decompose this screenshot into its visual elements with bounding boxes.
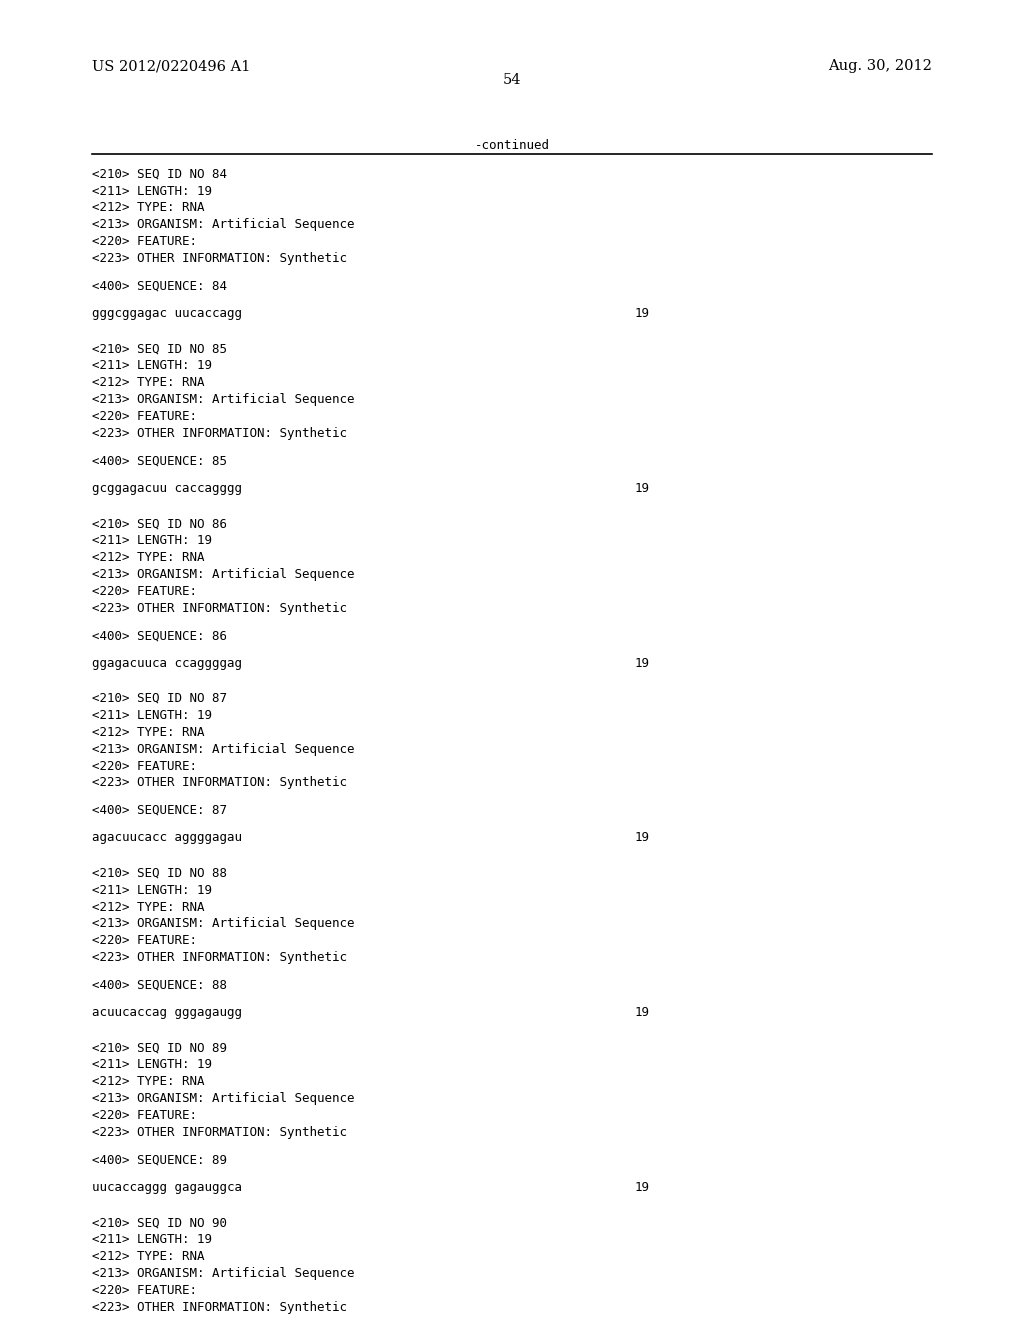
Text: <220> FEATURE:: <220> FEATURE: <box>92 585 198 598</box>
Text: <212> TYPE: RNA: <212> TYPE: RNA <box>92 1076 205 1088</box>
Text: <212> TYPE: RNA: <212> TYPE: RNA <box>92 1250 205 1263</box>
Text: <211> LENGTH: 19: <211> LENGTH: 19 <box>92 535 212 546</box>
Text: <213> ORGANISM: Artificial Sequence: <213> ORGANISM: Artificial Sequence <box>92 393 354 407</box>
Text: <400> SEQUENCE: 84: <400> SEQUENCE: 84 <box>92 280 227 293</box>
Text: <223> OTHER INFORMATION: Synthetic: <223> OTHER INFORMATION: Synthetic <box>92 602 347 615</box>
Text: agacuucacc aggggagau: agacuucacc aggggagau <box>92 832 242 845</box>
Text: <211> LENGTH: 19: <211> LENGTH: 19 <box>92 709 212 722</box>
Text: <400> SEQUENCE: 87: <400> SEQUENCE: 87 <box>92 804 227 817</box>
Text: <220> FEATURE:: <220> FEATURE: <box>92 1284 198 1296</box>
Text: <213> ORGANISM: Artificial Sequence: <213> ORGANISM: Artificial Sequence <box>92 1267 354 1280</box>
Text: <400> SEQUENCE: 85: <400> SEQUENCE: 85 <box>92 454 227 467</box>
Text: 19: 19 <box>635 1006 650 1019</box>
Text: <212> TYPE: RNA: <212> TYPE: RNA <box>92 900 205 913</box>
Text: <212> TYPE: RNA: <212> TYPE: RNA <box>92 726 205 739</box>
Text: <210> SEQ ID NO 87: <210> SEQ ID NO 87 <box>92 692 227 705</box>
Text: <213> ORGANISM: Artificial Sequence: <213> ORGANISM: Artificial Sequence <box>92 218 354 231</box>
Text: <213> ORGANISM: Artificial Sequence: <213> ORGANISM: Artificial Sequence <box>92 917 354 931</box>
Text: <213> ORGANISM: Artificial Sequence: <213> ORGANISM: Artificial Sequence <box>92 568 354 581</box>
Text: 19: 19 <box>635 656 650 669</box>
Text: <220> FEATURE:: <220> FEATURE: <box>92 935 198 948</box>
Text: 19: 19 <box>635 308 650 319</box>
Text: acuucaccag gggagaugg: acuucaccag gggagaugg <box>92 1006 242 1019</box>
Text: <220> FEATURE:: <220> FEATURE: <box>92 759 198 772</box>
Text: <210> SEQ ID NO 85: <210> SEQ ID NO 85 <box>92 342 227 355</box>
Text: <220> FEATURE:: <220> FEATURE: <box>92 411 198 422</box>
Text: <223> OTHER INFORMATION: Synthetic: <223> OTHER INFORMATION: Synthetic <box>92 1126 347 1139</box>
Text: <211> LENGTH: 19: <211> LENGTH: 19 <box>92 359 212 372</box>
Text: ggagacuuca ccaggggag: ggagacuuca ccaggggag <box>92 656 242 669</box>
Text: <213> ORGANISM: Artificial Sequence: <213> ORGANISM: Artificial Sequence <box>92 743 354 755</box>
Text: <211> LENGTH: 19: <211> LENGTH: 19 <box>92 883 212 896</box>
Text: US 2012/0220496 A1: US 2012/0220496 A1 <box>92 59 251 74</box>
Text: <223> OTHER INFORMATION: Synthetic: <223> OTHER INFORMATION: Synthetic <box>92 426 347 440</box>
Text: <220> FEATURE:: <220> FEATURE: <box>92 1109 198 1122</box>
Text: <211> LENGTH: 19: <211> LENGTH: 19 <box>92 1233 212 1246</box>
Text: gggcggagac uucaccagg: gggcggagac uucaccagg <box>92 308 242 319</box>
Text: <223> OTHER INFORMATION: Synthetic: <223> OTHER INFORMATION: Synthetic <box>92 252 347 265</box>
Text: 19: 19 <box>635 832 650 845</box>
Text: <212> TYPE: RNA: <212> TYPE: RNA <box>92 550 205 564</box>
Text: <220> FEATURE:: <220> FEATURE: <box>92 235 198 248</box>
Text: <400> SEQUENCE: 86: <400> SEQUENCE: 86 <box>92 630 227 642</box>
Text: <211> LENGTH: 19: <211> LENGTH: 19 <box>92 1059 212 1072</box>
Text: <212> TYPE: RNA: <212> TYPE: RNA <box>92 202 205 214</box>
Text: <210> SEQ ID NO 88: <210> SEQ ID NO 88 <box>92 867 227 879</box>
Text: 54: 54 <box>503 73 521 87</box>
Text: <213> ORGANISM: Artificial Sequence: <213> ORGANISM: Artificial Sequence <box>92 1092 354 1105</box>
Text: -continued: -continued <box>474 139 550 152</box>
Text: <210> SEQ ID NO 89: <210> SEQ ID NO 89 <box>92 1041 227 1055</box>
Text: <211> LENGTH: 19: <211> LENGTH: 19 <box>92 185 212 198</box>
Text: <400> SEQUENCE: 88: <400> SEQUENCE: 88 <box>92 978 227 991</box>
Text: <223> OTHER INFORMATION: Synthetic: <223> OTHER INFORMATION: Synthetic <box>92 952 347 964</box>
Text: <212> TYPE: RNA: <212> TYPE: RNA <box>92 376 205 389</box>
Text: <210> SEQ ID NO 86: <210> SEQ ID NO 86 <box>92 517 227 531</box>
Text: <400> SEQUENCE: 89: <400> SEQUENCE: 89 <box>92 1154 227 1167</box>
Text: Aug. 30, 2012: Aug. 30, 2012 <box>828 59 932 74</box>
Text: <223> OTHER INFORMATION: Synthetic: <223> OTHER INFORMATION: Synthetic <box>92 776 347 789</box>
Text: 19: 19 <box>635 1181 650 1193</box>
Text: <223> OTHER INFORMATION: Synthetic: <223> OTHER INFORMATION: Synthetic <box>92 1300 347 1313</box>
Text: uucaccaggg gagauggca: uucaccaggg gagauggca <box>92 1181 242 1193</box>
Text: gcggagacuu caccagggg: gcggagacuu caccagggg <box>92 482 242 495</box>
Text: <210> SEQ ID NO 90: <210> SEQ ID NO 90 <box>92 1216 227 1229</box>
Text: <210> SEQ ID NO 84: <210> SEQ ID NO 84 <box>92 168 227 181</box>
Text: 19: 19 <box>635 482 650 495</box>
